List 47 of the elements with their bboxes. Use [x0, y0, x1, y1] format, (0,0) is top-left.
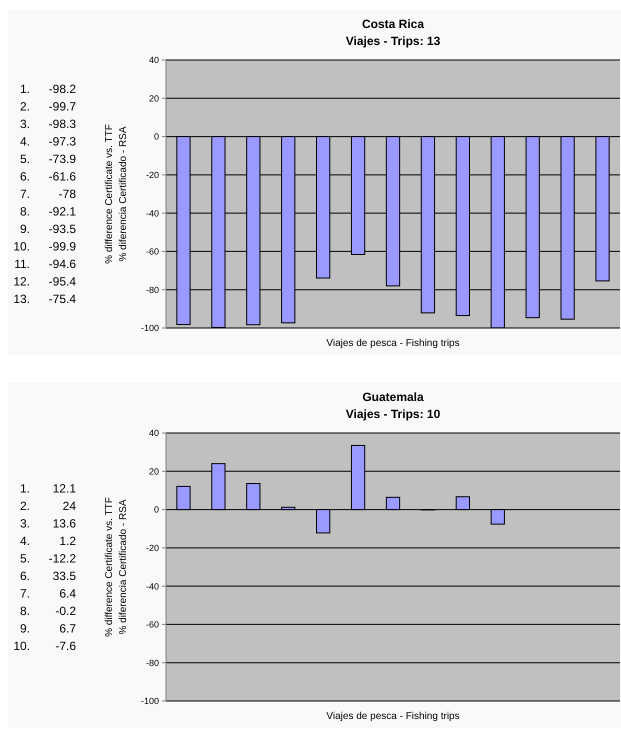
text: 8. -92.1: [20, 204, 76, 218]
text: 5. -12.2: [20, 551, 76, 566]
y-axis-title: % difference Certificate vs. TTF % diferencia Certificado - RSA: [104, 124, 129, 264]
y-tick-label: -80: [146, 658, 159, 668]
text: 13. -75.4: [13, 292, 76, 306]
chart-subtitle: Viajes - Trips: 13: [346, 34, 441, 48]
text: 1. 12.1: [20, 481, 76, 496]
text: 1. -98.2: [20, 82, 76, 96]
chart-title: Guatemala: [362, 390, 424, 404]
y-tick-label: 40: [148, 428, 159, 438]
y-tick-label: -20: [146, 543, 159, 554]
text: 2. 24: [20, 498, 76, 513]
y-tick-label: -100: [140, 696, 159, 706]
text: 8. -0.2: [20, 604, 76, 618]
text: 6. 33.5: [20, 568, 76, 583]
y-tick-label: -60: [146, 246, 159, 257]
y-tick-label: -80: [146, 284, 159, 295]
y-tick-label: 20: [148, 93, 159, 104]
text: 9. -93.5: [20, 222, 76, 236]
y-tick-label: 40: [148, 55, 159, 66]
y-tick-label: -20: [146, 170, 159, 180]
text: 5. -73.9: [20, 152, 76, 166]
x-axis-title: Viajes de pesca - Fishing trips: [326, 338, 460, 349]
y-tick-label: -60: [146, 620, 159, 630]
y-tick-label: -40: [146, 581, 159, 592]
y-tick-label: -40: [146, 208, 159, 218]
text: 9. 6.7: [20, 621, 76, 636]
text: 7. -78: [20, 187, 76, 201]
y-tick-label: -100: [140, 323, 159, 334]
text: 12. -95.4: [13, 274, 76, 288]
x-axis-title: Viajes de pesca - Fishing trips: [326, 711, 460, 722]
text: 4. 1.2: [20, 534, 76, 548]
y-axis-title: % difference Certificate vs. TTF % diferencia Certificado - RSA: [104, 497, 129, 637]
text: 2. -99.7: [20, 100, 76, 114]
text: 4. -97.3: [20, 134, 76, 148]
text: 6. -61.6: [20, 170, 76, 184]
chart-title: Costa Rica: [362, 17, 424, 31]
text: 3. -98.3: [20, 117, 76, 131]
text: 7. 6.4: [20, 586, 76, 600]
text: 3. 13.6: [20, 516, 76, 530]
y-tick-label: 0: [154, 132, 159, 142]
text: 10. -99.9: [13, 240, 76, 254]
text: 11. -94.6: [14, 257, 76, 271]
text: 10. -7.6: [13, 638, 76, 653]
y-tick-label: 0: [154, 504, 159, 515]
y-tick-label: 20: [148, 466, 159, 476]
chart-subtitle: Viajes - Trips: 10: [346, 407, 441, 421]
